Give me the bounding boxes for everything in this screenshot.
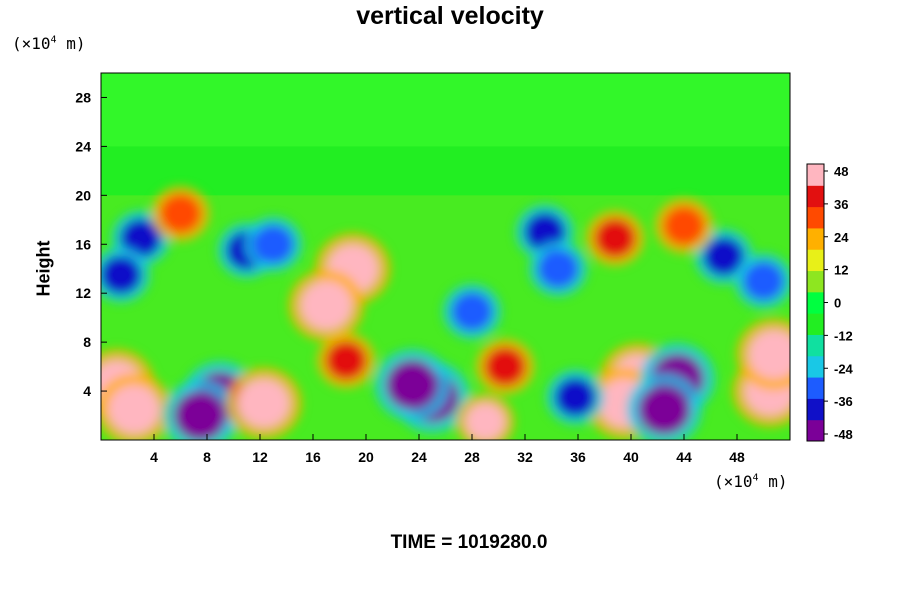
y-tick-label: 16 [75,236,91,252]
x-tick-label: 12 [252,449,268,465]
heatmap-feature [120,219,161,258]
colorbar-segment [807,313,824,335]
heatmap-feature [174,390,227,440]
colorbar-segment [807,291,824,314]
x-tick-label: 4 [150,449,158,465]
x-tick-label: 20 [358,449,374,465]
heatmap-feature [664,206,704,245]
y-unit-base: (×10 [12,34,51,53]
x-tick-label: 48 [729,449,745,465]
heatmap-feature [555,378,596,417]
colorbar-segment [807,270,824,293]
heatmap-feature [160,194,201,233]
heatmap-feature [485,347,526,386]
colorbar-tick-label: -24 [834,361,854,376]
heatmap-feature [386,360,439,410]
colorbar-segment [807,398,824,421]
heatmap-feature [253,225,294,264]
heatmap-feature [638,384,691,435]
colorbar-segment [807,164,824,186]
plot-frame [100,72,791,441]
colorbar-tick-label: -12 [834,328,853,343]
colorbar-tick-label: 36 [834,197,848,212]
colorbar-segment [807,206,824,229]
y-tick-label: 20 [75,187,91,203]
heatmap-feature [108,384,161,435]
heatmap-feature [452,292,492,331]
x-tick-label: 44 [676,449,692,465]
x-tick-label: 40 [623,449,639,465]
chart-title: vertical velocity [356,2,544,30]
heatmap-feature [101,255,141,294]
heatmap-feature [538,249,579,288]
x-axis-unit: (×104 m) [714,472,787,491]
colorbar-segment [807,249,824,272]
x-unit-suffix: m) [758,472,788,491]
colorbar-tick-label: -36 [834,394,853,409]
x-unit-exponent: 4 [752,472,759,484]
y-unit-suffix: m) [56,34,86,53]
colorbar-tick-label: -48 [834,427,853,442]
colorbar-tick-label: 48 [834,164,848,179]
x-tick-label: 16 [305,449,321,465]
x-unit-base: (×10 [714,472,753,491]
x-tick-label: 28 [464,449,480,465]
heatmap-feature [300,280,353,331]
heatmap-feature [743,261,784,300]
time-label: TIME = 1019280.0 [390,532,548,553]
heatmap-feature [237,378,290,428]
x-tick-label: 36 [570,449,586,465]
y-tick-label: 12 [75,285,91,301]
y-tick-label: 8 [83,334,91,350]
colorbar-tick-label: 24 [834,230,849,245]
colorbar-segment [807,334,824,357]
heatmap-feature [465,402,506,440]
colorbar-segment [807,377,824,399]
y-tick-label: 28 [75,89,91,105]
heatmap-features [101,186,790,440]
colorbar-segment [807,185,824,208]
y-axis-unit: (×104 m) [12,34,85,53]
colorbar-segment [807,227,824,250]
y-tick-label: 24 [75,138,91,154]
heatmap-feature [748,329,790,380]
colorbar-tick-label: 12 [834,263,848,278]
colorbar-segment [807,355,824,378]
y-unit-exponent: 4 [50,34,57,46]
y-tick-label: 4 [83,383,91,399]
heatmap-feature [326,341,367,380]
x-tick-label: 32 [517,449,533,465]
x-tick-label: 24 [411,449,427,465]
colorbar-tick-label: 0 [834,296,841,311]
heatmap-feature [595,219,636,258]
heatmap-upper-band [101,73,790,147]
heatmap-feature [703,237,744,276]
x-tick-label: 8 [203,449,211,465]
colorbar-segment [807,419,824,442]
